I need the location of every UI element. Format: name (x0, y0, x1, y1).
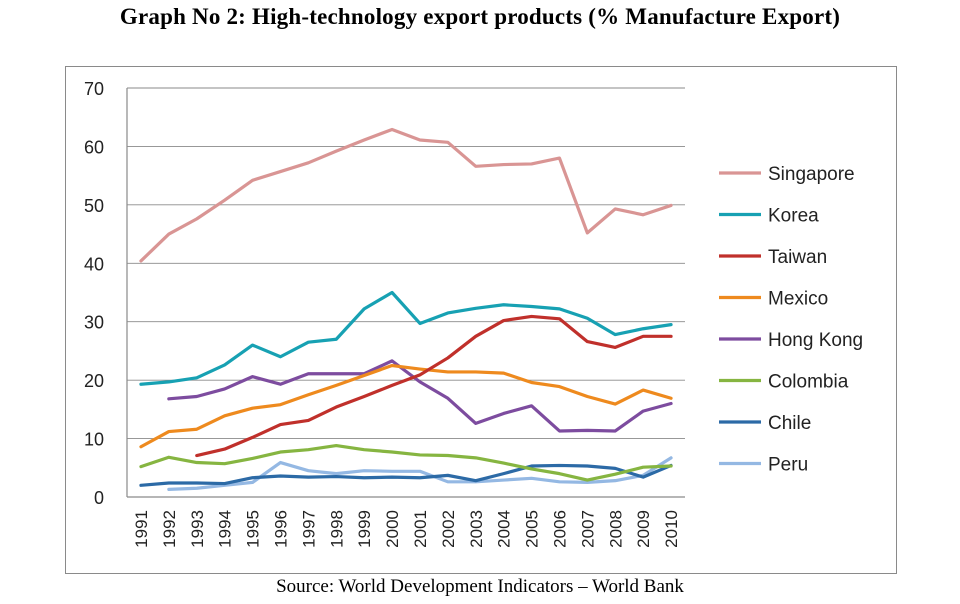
chart-title: Graph No 2: High-technology export produ… (119, 4, 841, 29)
y-tick-label: 70 (84, 79, 104, 99)
source-note: Source: World Development Indicators – W… (276, 576, 684, 597)
x-tick-label: 1999 (355, 510, 374, 548)
chart-frame (65, 66, 897, 574)
legend: Singapore Korea Taiwan Mexico Hong Kong Colom… (719, 164, 863, 476)
x-tick-label: 1997 (299, 510, 318, 548)
x-tick-label: 1993 (188, 510, 207, 548)
legend-label: Mexico (768, 289, 828, 310)
x-tick-label: 2007 (578, 510, 597, 548)
x-tick-label: 2004 (495, 510, 514, 548)
y-tick-label: 20 (84, 371, 104, 391)
legend-label: Peru (768, 455, 808, 476)
y-tick-label: 30 (84, 313, 104, 333)
legend-label: Singapore (768, 164, 855, 185)
y-tick-labels: 0 10 20 30 40 50 60 70 (84, 79, 104, 508)
x-tick-label: 2006 (550, 510, 569, 548)
x-tick-label: 2001 (411, 510, 430, 548)
y-tick-label: 0 (94, 488, 104, 508)
y-tick-label: 60 (84, 137, 104, 157)
x-tick-label: 1991 (132, 510, 151, 548)
series-line-korea (139, 290, 673, 386)
x-tick-label: 1996 (271, 510, 290, 548)
x-tick-label: 2003 (467, 510, 486, 548)
x-tick-label: 2009 (634, 510, 653, 548)
x-tick-label: 2008 (606, 510, 625, 548)
legend-label: Colombia (768, 372, 849, 393)
series-line-peru (167, 456, 673, 491)
x-tick-label: 1994 (216, 510, 235, 548)
y-tick-label: 50 (84, 196, 104, 216)
x-tick-label: 2005 (523, 510, 542, 548)
gridlines (127, 87, 685, 440)
x-tick-label: 1995 (244, 510, 263, 548)
x-tick-label: 2002 (439, 510, 458, 548)
x-tick-label: 2000 (383, 510, 402, 548)
series-line-chile (139, 463, 673, 487)
legend-label: Korea (768, 206, 819, 227)
x-tick-label: 1992 (160, 510, 179, 548)
y-tick-label: 10 (84, 430, 104, 450)
series-line-hong-kong (167, 359, 673, 433)
series-line-mexico (139, 363, 673, 449)
x-tick-label: 1998 (327, 510, 346, 548)
legend-label: Chile (768, 413, 811, 434)
y-tick-label: 40 (84, 254, 104, 274)
series-line-singapore (139, 127, 673, 263)
series-line-taiwan (195, 314, 673, 458)
series-line-colombia (139, 443, 673, 482)
legend-label: Hong Kong (768, 330, 863, 351)
series-lines (139, 127, 673, 491)
x-tick-labels: 1991 1992 1993 1994 1995 1996 1997 1998 1999 2000… (132, 510, 681, 548)
x-tick-label: 2010 (662, 510, 681, 548)
legend-label: Taiwan (768, 247, 827, 268)
